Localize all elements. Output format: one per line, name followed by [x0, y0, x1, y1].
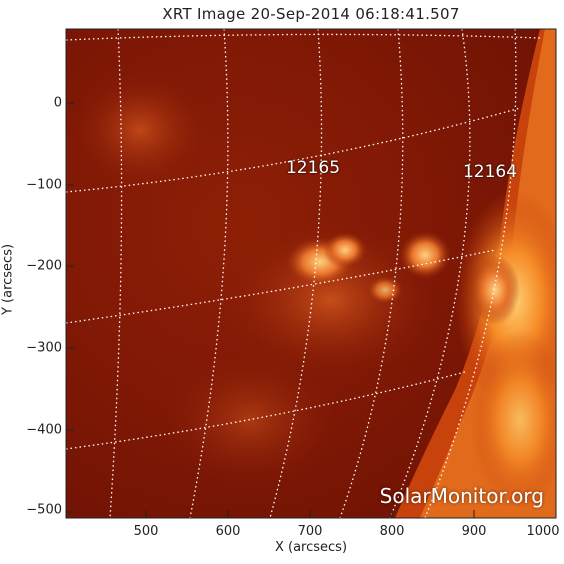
x-tick-label: 700	[297, 524, 323, 539]
x-tick-label: 900	[461, 524, 487, 539]
y-tick-label: −400	[26, 422, 62, 438]
y-axis-label: Y (arcsecs)	[0, 243, 16, 316]
plot-title: XRT Image 20-Sep-2014 06:18:41.507	[162, 5, 460, 23]
x-tick-label: 800	[379, 524, 405, 539]
x-tick-label: 500	[133, 524, 159, 539]
x-tick-label: 600	[215, 524, 241, 539]
axis-ticks	[66, 102, 557, 518]
y-tick-label: −200	[26, 258, 62, 274]
plot-border	[65, 28, 557, 519]
y-tick-label: −500	[26, 502, 62, 518]
active-region-label: 12165	[285, 158, 341, 178]
watermark-text: SolarMonitor.org	[379, 484, 544, 508]
x-axis-label: X (arcsecs)	[274, 540, 348, 555]
y-tick-label: −100	[26, 177, 62, 193]
y-tick-label: −300	[26, 340, 62, 356]
y-tick-label: 0	[53, 95, 62, 111]
x-tick-label: 1000	[526, 524, 560, 539]
active-region-label: 12164	[462, 162, 518, 182]
xrt-image	[66, 29, 556, 518]
heliographic-grid	[66, 29, 541, 518]
